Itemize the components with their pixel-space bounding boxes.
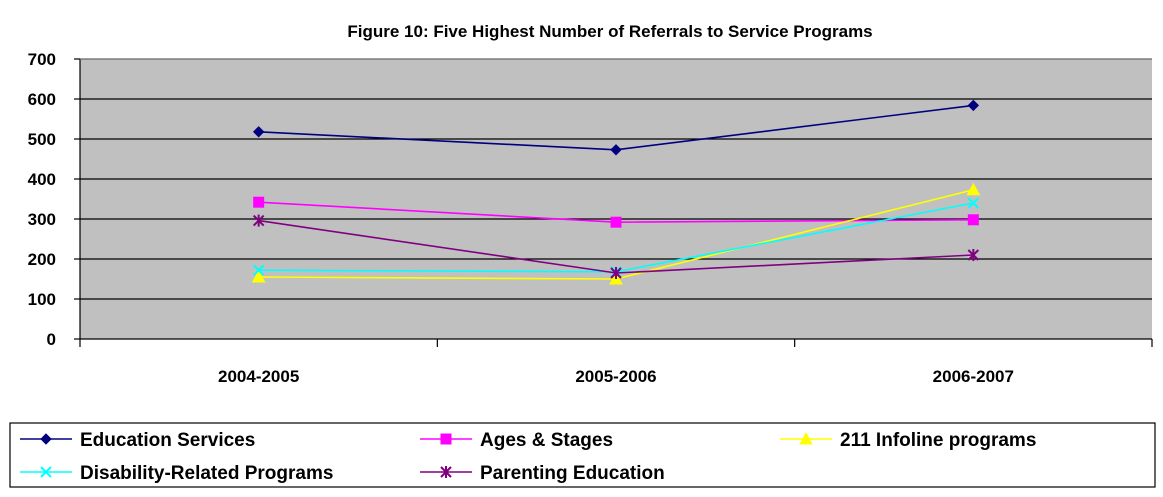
y-tick-label-300: 300 <box>28 210 56 229</box>
legend-label-1: Ages & Stages <box>480 430 613 451</box>
point-4-1 <box>610 267 622 279</box>
series-1 <box>253 196 979 228</box>
y-tick-label-600: 600 <box>28 90 56 109</box>
x-tick-label-2006-2007: 2006-2007 <box>933 367 1014 386</box>
point-2-0 <box>251 269 266 283</box>
legend-marker-0 <box>40 433 52 445</box>
legend-marker-3 <box>40 466 52 478</box>
legend-marker-2 <box>799 431 813 445</box>
y-tick-label-100: 100 <box>28 290 56 309</box>
legend-marker-4 <box>440 466 452 478</box>
legend-item-1: Ages & Stages <box>420 430 613 451</box>
legend-label-0: Education Services <box>80 430 255 451</box>
axes: 0 100 200 300 400 500 600 700 2004-2005 2005-2006… <box>28 50 1153 386</box>
point-1-1 <box>610 216 622 228</box>
point-3-0 <box>252 264 265 276</box>
legend-marker-1 <box>440 433 452 445</box>
y-tick-label-200: 200 <box>28 250 56 269</box>
legend-label-2: 211 Infoline programs <box>840 430 1036 451</box>
point-4-2 <box>967 249 980 261</box>
legend: Education Services Ages & Stages 211 Infol… <box>9 422 1156 488</box>
series-0 <box>252 99 980 156</box>
chart-title: Figure 10: Five Highest Number of Referr… <box>347 22 872 41</box>
legend-label-4: Parenting Education <box>480 463 665 484</box>
y-tick-label-700: 700 <box>28 50 56 69</box>
y-tick-label-0: 0 <box>47 330 56 349</box>
legend-item-4: Parenting Education <box>420 463 665 484</box>
legend-box <box>9 422 1156 488</box>
series-4 <box>252 214 980 279</box>
legend-item-3: Disability-Related Programs <box>20 463 333 484</box>
point-0-1 <box>610 144 622 156</box>
x-tick-label-2004-2005: 2004-2005 <box>218 367 299 386</box>
point-0-2 <box>967 99 980 112</box>
legend-item-2: 211 Infoline programs <box>780 430 1036 451</box>
point-0-0 <box>252 126 265 138</box>
legend-item-0: Education Services <box>20 430 255 451</box>
y-tick-label-500: 500 <box>28 130 56 149</box>
y-tick-label-400: 400 <box>28 170 56 189</box>
point-3-2 <box>967 197 980 209</box>
point-4-0 <box>252 214 265 227</box>
series-lines <box>251 99 981 285</box>
point-1-2 <box>967 214 979 226</box>
point-2-2 <box>966 182 981 196</box>
x-tick-label-2005-2006: 2005-2006 <box>575 367 656 386</box>
point-1-0 <box>253 196 265 208</box>
plot-area <box>80 59 1152 339</box>
legend-label-3: Disability-Related Programs <box>80 463 333 484</box>
